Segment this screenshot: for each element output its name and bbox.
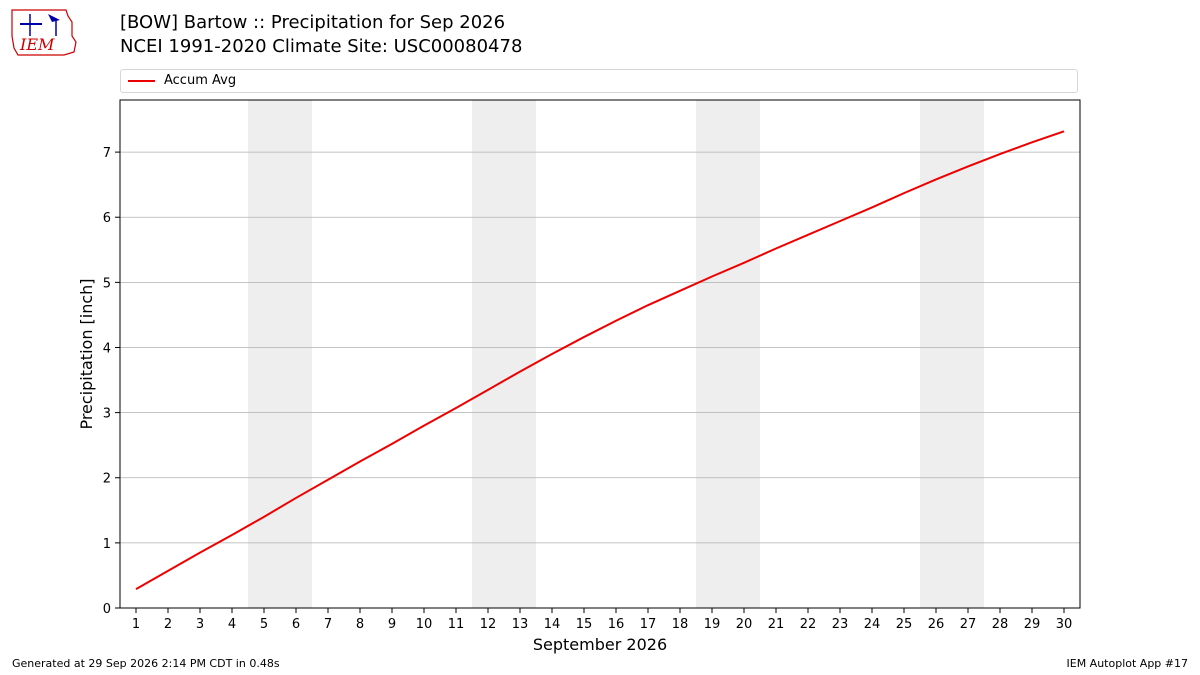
x-tick-label: 7 (324, 617, 332, 632)
x-tick-label: 9 (388, 617, 396, 632)
x-axis-label: September 2026 (533, 635, 667, 654)
x-tick-label: 15 (576, 617, 593, 632)
x-tick-label: 26 (928, 617, 945, 632)
wind-vane-icon (48, 14, 60, 22)
x-tick-label: 21 (768, 617, 785, 632)
x-tick-label: 10 (416, 617, 433, 632)
weekend-band (472, 100, 536, 608)
x-tick-label: 30 (1056, 617, 1073, 632)
x-tick-label: 17 (640, 617, 657, 632)
x-tick-label: 5 (260, 617, 268, 632)
series-line-accum-avg (135, 130, 1065, 590)
weekend-band (696, 100, 760, 608)
y-tick-label: 5 (103, 276, 111, 291)
x-tick-label: 13 (512, 617, 529, 632)
y-tick-label: 7 (103, 146, 111, 161)
x-tick-label: 12 (480, 617, 497, 632)
y-axis-label: Precipitation [inch] (77, 278, 96, 429)
x-tick-label: 18 (672, 617, 689, 632)
x-tick-label: 11 (448, 617, 465, 632)
x-tick-label: 23 (832, 617, 849, 632)
x-tick-label: 6 (292, 617, 300, 632)
iem-logo: IEM (11, 9, 77, 56)
y-tick-label: 1 (103, 537, 111, 552)
y-tick-label: 4 (103, 341, 111, 356)
x-tick-label: 16 (608, 617, 625, 632)
footer-generated: Generated at 29 Sep 2026 2:14 PM CDT in … (12, 657, 280, 670)
weekend-band (248, 100, 312, 608)
footer-app-id: IEM Autoplot App #17 (1066, 657, 1189, 670)
x-tick-label: 1 (132, 617, 140, 632)
x-tick-label: 8 (356, 617, 364, 632)
y-tick-label: 6 (103, 211, 111, 226)
chart-subtitle: NCEI 1991-2020 Climate Site: USC00080478 (120, 36, 523, 57)
x-tick-label: 27 (960, 617, 977, 632)
legend-label-accum-avg: Accum Avg (164, 73, 237, 88)
legend-swatch-accum-avg (128, 80, 155, 82)
legend: Accum Avg (120, 69, 1078, 93)
x-tick-label: 3 (196, 617, 204, 632)
x-tick-label: 20 (736, 617, 753, 632)
y-tick-label: 3 (103, 407, 111, 422)
y-tick-label: 2 (103, 472, 111, 487)
chart-title: [BOW] Bartow :: Precipitation for Sep 20… (120, 12, 506, 33)
x-tick-label: 24 (864, 617, 881, 632)
x-tick-label: 28 (992, 617, 1009, 632)
y-tick-label: 0 (103, 602, 111, 617)
x-tick-label: 19 (704, 617, 721, 632)
logo-text: IEM (19, 35, 55, 54)
x-tick-label: 4 (228, 617, 236, 632)
x-tick-label: 2 (164, 617, 172, 632)
x-tick-label: 14 (544, 617, 561, 632)
iowa-outline (11, 9, 77, 56)
x-tick-label: 29 (1024, 617, 1041, 632)
weekend-band (920, 100, 984, 608)
x-tick-label: 22 (800, 617, 817, 632)
plot-frame (119, 99, 1081, 609)
x-tick-label: 25 (896, 617, 913, 632)
